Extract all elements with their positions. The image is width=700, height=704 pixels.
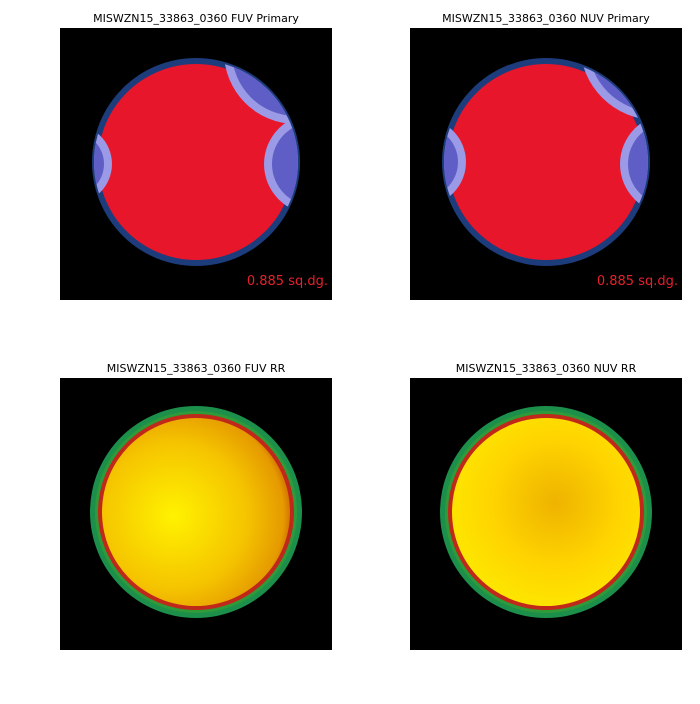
response-map — [102, 418, 290, 606]
response-map — [452, 418, 640, 606]
primary-region — [98, 64, 294, 260]
area-label: 0.885 sq.dg. — [247, 274, 328, 289]
image-panel: MISWZN15_33863_0360 FUV RR — [60, 362, 332, 650]
panel-title: MISWZN15_33863_0360 FUV Primary — [93, 12, 299, 25]
panel-title: MISWZN15_33863_0360 NUV RR — [456, 362, 637, 375]
image-panel: MISWZN15_33863_0360 NUV RR — [410, 362, 682, 650]
panel-title: MISWZN15_33863_0360 FUV RR — [107, 362, 286, 375]
primary-region — [448, 64, 644, 260]
image-panel: MISWZN15_33863_0360 FUV Primary 0.885 sq.… — [60, 12, 332, 300]
panel-title: MISWZN15_33863_0360 NUV Primary — [442, 12, 650, 25]
area-label: 0.885 sq.dg. — [597, 274, 678, 289]
image-panel: MISWZN15_33863_0360 NUV Primary 0.885 sq.… — [410, 12, 682, 300]
overlap-inner — [272, 122, 298, 206]
